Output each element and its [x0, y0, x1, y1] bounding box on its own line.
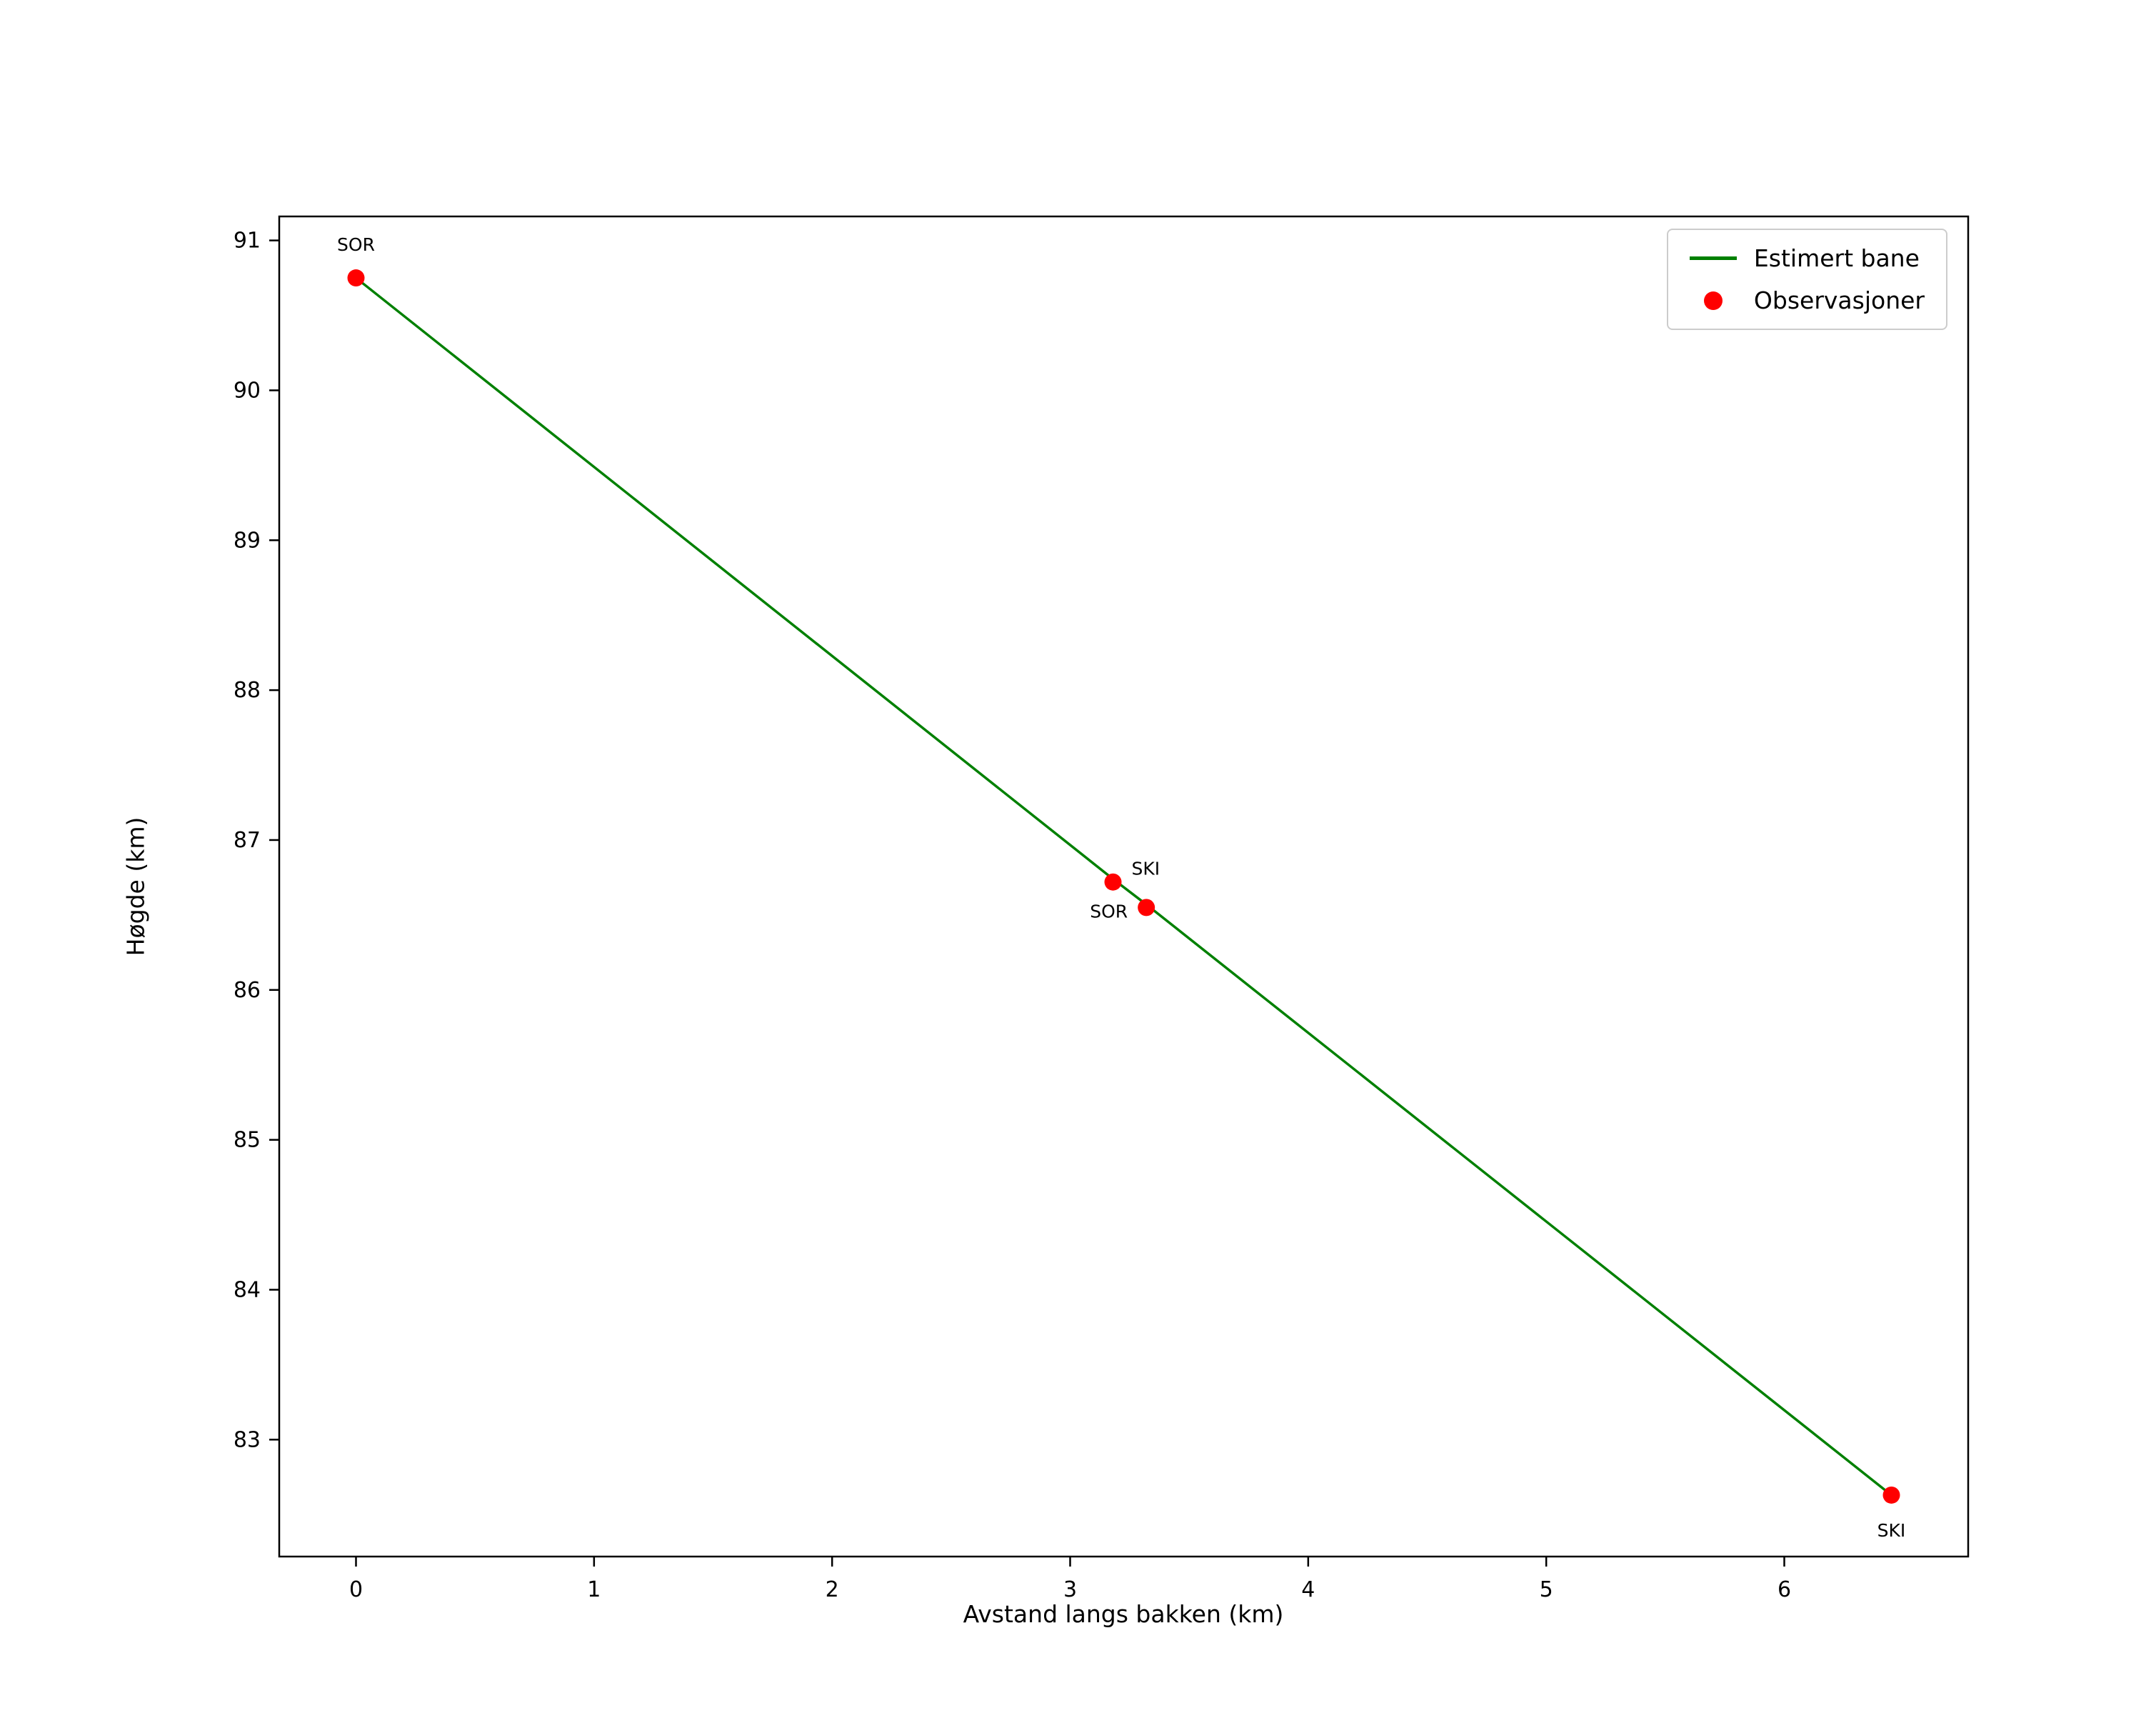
y-tick-label: 85	[234, 1128, 261, 1153]
legend-item-observations: Observasjoner	[1690, 286, 1925, 314]
y-tick-label: 89	[234, 528, 261, 553]
legend-label: Observasjoner	[1753, 286, 1925, 314]
y-tick-label: 87	[234, 828, 261, 853]
data-point	[347, 269, 365, 287]
data-point-label: SKI	[1132, 859, 1160, 879]
x-tick-label: 6	[1778, 1577, 1791, 1602]
data-point	[1882, 1486, 1900, 1504]
plot-frame	[278, 215, 1970, 1558]
y-axis-title: Høgde (km)	[121, 816, 150, 957]
legend: Estimert bane Observasjoner	[1666, 229, 1947, 330]
data-point	[1138, 899, 1155, 917]
y-tick-label: 90	[234, 378, 261, 403]
y-tick-label: 88	[234, 678, 261, 703]
legend-label: Estimert bane	[1753, 244, 1920, 272]
x-tick-label: 5	[1540, 1577, 1553, 1602]
x-tick-label: 0	[349, 1577, 363, 1602]
legend-item-estimated-path: Estimert bane	[1689, 244, 1925, 272]
y-tick-label: 91	[234, 229, 261, 254]
x-tick-label: 2	[826, 1577, 839, 1602]
x-tick-label: 1	[587, 1577, 601, 1602]
y-tick-label: 86	[234, 978, 261, 1003]
line-swatch	[1689, 256, 1737, 260]
data-point	[1104, 873, 1122, 891]
y-tick-label: 83	[234, 1427, 261, 1452]
line-swatch-wrap	[1689, 256, 1737, 260]
trend-line	[355, 276, 1892, 1497]
x-axis-title: Avstand langs bakken (km)	[963, 1600, 1284, 1628]
y-tick-label: 84	[234, 1277, 261, 1302]
dot-swatch-wrap	[1690, 291, 1737, 310]
x-tick-label: 3	[1063, 1577, 1077, 1602]
x-tick-label: 4	[1301, 1577, 1315, 1602]
data-point-label: SOR	[1090, 901, 1128, 922]
data-point-label: SOR	[337, 234, 375, 255]
data-point-label: SKI	[1877, 1520, 1906, 1541]
dot-swatch	[1703, 291, 1723, 310]
